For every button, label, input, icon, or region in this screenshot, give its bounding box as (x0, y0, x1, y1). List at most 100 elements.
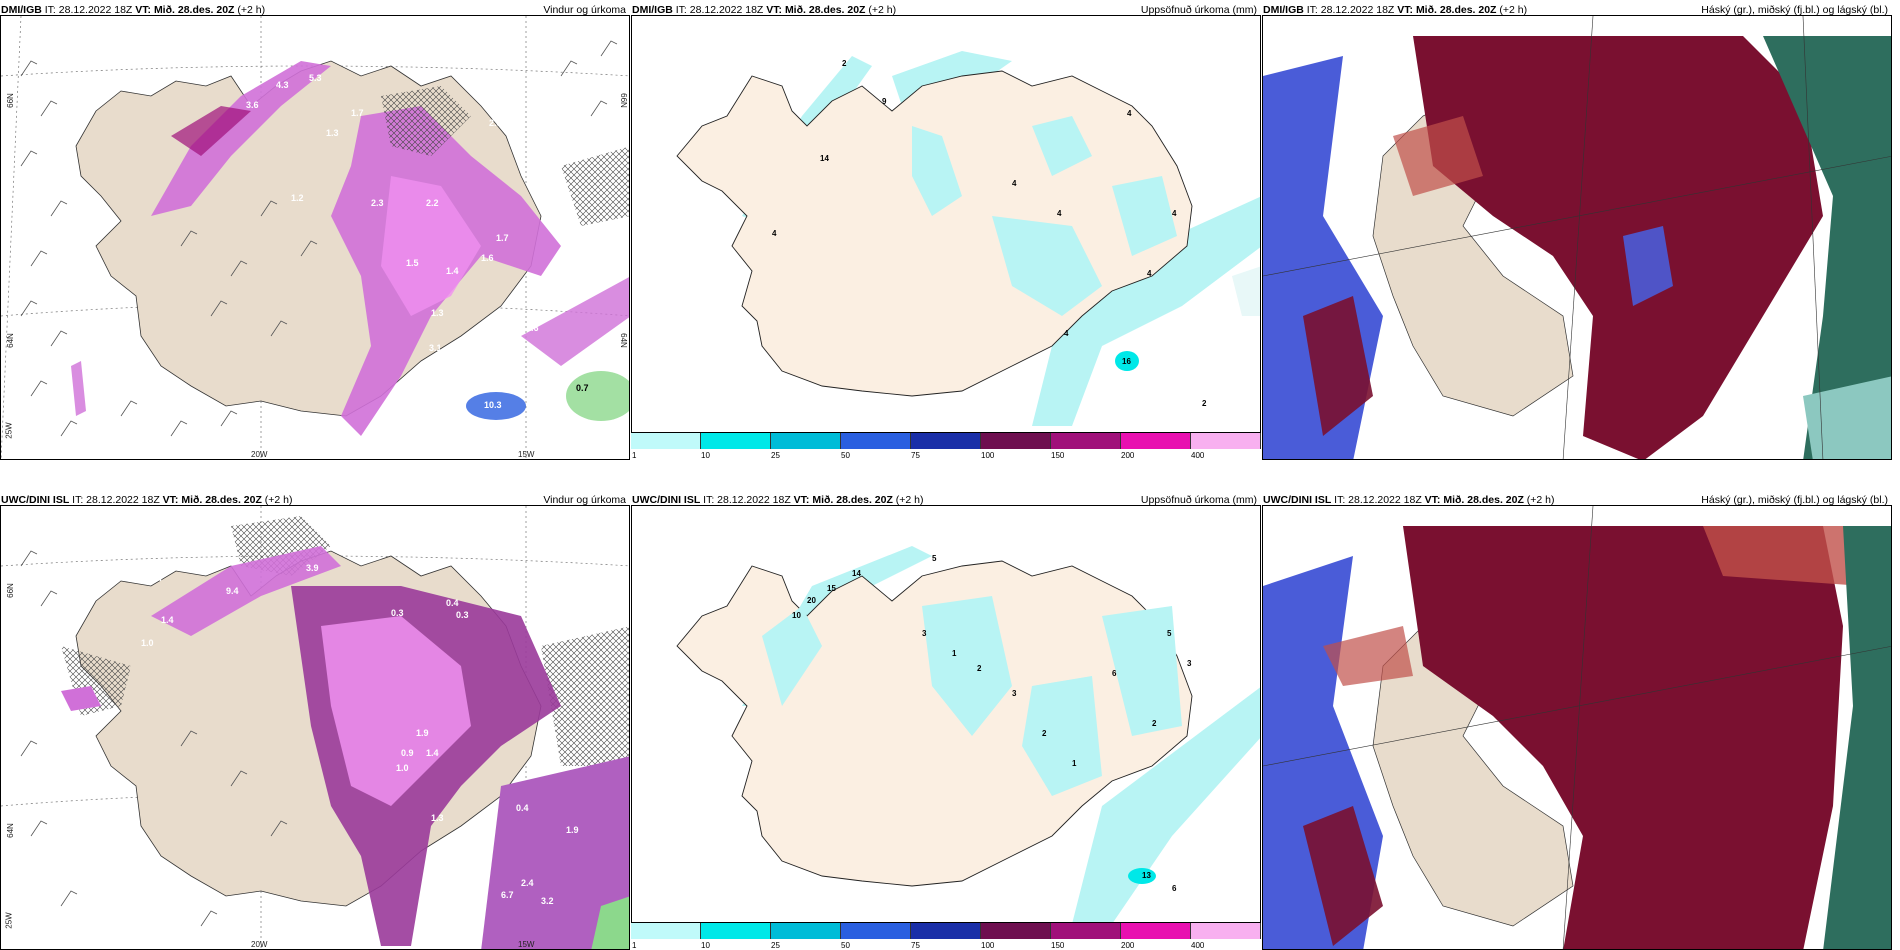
accum-labels: 5 14 15 20 10 3 1 2 3 2 1 6 13 6 2 5 3 (792, 554, 1192, 893)
vt-label: VT: (1424, 494, 1441, 506)
svg-text:4: 4 (1147, 269, 1152, 278)
colorbar-label: 200 (1121, 451, 1135, 460)
valid-time: Mið. 28.des. 20Z (812, 494, 893, 506)
panel-header: UWC/DINI ISL IT: 28.12.2022 18Z VT: Mið.… (0, 490, 630, 510)
svg-text:9: 9 (882, 97, 887, 106)
lat-label: 66N (5, 93, 15, 108)
svg-text:1.9: 1.9 (566, 825, 579, 835)
hatch-area (561, 146, 629, 226)
svg-text:1.3: 1.3 (326, 128, 339, 138)
map-wind-precip[interactable]: 4.3 5.3 3.6 1.3 2.5 2.6 1.7 2.3 1.2 2.2 … (0, 15, 630, 460)
svg-text:1.4: 1.4 (161, 615, 174, 625)
svg-text:2.5: 2.5 (489, 118, 502, 128)
colorbar-cell (1051, 923, 1121, 939)
model-label: DMI/IGB (1, 4, 42, 16)
svg-text:0.9: 0.9 (401, 748, 414, 758)
model-label: DMI/IGB (632, 4, 673, 16)
lon-label: 20W (251, 940, 268, 949)
wind-barbs (20, 40, 618, 437)
valid-time: Mið. 28.des. 20Z (1415, 4, 1497, 16)
product-title: Háský (gr.), miðský (fj.bl.) og lágský (… (1701, 4, 1888, 16)
vt-label: VT: (135, 4, 152, 16)
colorbar-cell (701, 433, 771, 449)
svg-text:0.3: 0.3 (391, 608, 404, 618)
product-title: Uppsöfnuð úrkoma (mm) (1140, 494, 1257, 506)
svg-text:2.7: 2.7 (151, 573, 164, 583)
panel-top-left: DMI/IGB IT: 28.12.2022 18Z VT: Mið. 28.d… (0, 0, 630, 460)
svg-text:0.3: 0.3 (456, 610, 469, 620)
svg-text:0.4: 0.4 (446, 598, 459, 608)
precip-max (1115, 351, 1139, 371)
svg-text:1.9: 1.9 (531, 358, 544, 368)
colorbar-label: 50 (841, 451, 850, 460)
map-accum-precip[interactable]: 5 14 15 20 10 3 1 2 3 2 1 6 13 6 2 5 3 (631, 505, 1261, 923)
init-time: IT: 28.12.2022 18Z (675, 4, 764, 16)
svg-text:4.3: 4.3 (276, 80, 289, 90)
colorbar-cell (701, 923, 771, 939)
svg-text:2: 2 (842, 59, 847, 68)
svg-text:9.4: 9.4 (226, 586, 239, 596)
cloud-field (1823, 526, 1891, 949)
map-clouds[interactable] (1262, 505, 1892, 950)
svg-text:6.7: 6.7 (501, 890, 514, 900)
init-time: IT: 28.12.2022 18Z (1306, 4, 1395, 16)
svg-text:1.2: 1.2 (291, 193, 304, 203)
precip-field (912, 116, 1177, 316)
model-label: UWC/DINI ISL (632, 494, 701, 506)
lat-label: 66N (618, 93, 628, 108)
model-label: UWC/DINI ISL (1263, 494, 1332, 506)
colorbar-label: 400 (1191, 941, 1205, 950)
init-time: IT: 28.12.2022 18Z (72, 494, 160, 506)
product-title: Vindur og úrkoma (543, 4, 626, 16)
map-accum-precip[interactable]: 2 9 4 4 14 4 4 4 4 4 16 2 (631, 15, 1261, 433)
lon-label: 15W (518, 450, 535, 459)
colorbar-cell (771, 923, 841, 939)
panel-header: UWC/DINI ISL IT: 28.12.2022 18Z VT: Mið.… (631, 490, 1261, 510)
colorbar-cell (1121, 433, 1191, 449)
svg-text:1.4: 1.4 (446, 266, 459, 276)
svg-text:3.2: 3.2 (541, 896, 554, 906)
svg-text:0.7: 0.7 (576, 383, 589, 393)
svg-text:0.4: 0.4 (516, 803, 529, 813)
vt-label: VT: (1397, 4, 1414, 16)
accum-labels: 2 9 4 4 14 4 4 4 4 4 16 2 (772, 59, 1207, 408)
colorbar-label: 50 (841, 941, 850, 950)
init-time: IT: 28.12.2022 18Z (703, 494, 791, 506)
map-clouds[interactable] (1262, 15, 1892, 460)
colorbar-label: 400 (1191, 451, 1205, 460)
colorbar-cell (911, 433, 981, 449)
svg-text:10: 10 (792, 611, 801, 620)
cloud-field (1303, 296, 1373, 436)
panel-bottom-middle: UWC/DINI ISL IT: 28.12.2022 18Z VT: Mið.… (631, 490, 1261, 950)
colorbar-cell (1121, 923, 1191, 939)
colorbar-label: 1 (632, 941, 637, 950)
svg-text:1.3: 1.3 (431, 813, 444, 823)
panel-header: DMI/IGB IT: 28.12.2022 18Z VT: Mið. 28.d… (1262, 0, 1892, 20)
panel-bottom-right: UWC/DINI ISL IT: 28.12.2022 18Z VT: Mið.… (1262, 490, 1892, 950)
precip-field (1232, 266, 1260, 316)
svg-text:6: 6 (1112, 669, 1117, 678)
svg-text:14: 14 (852, 569, 861, 578)
lon-label: 25W (4, 422, 14, 439)
colorbar-label: 150 (1051, 941, 1065, 950)
svg-text:1: 1 (1072, 759, 1077, 768)
svg-text:2: 2 (1042, 729, 1047, 738)
lead-time: (+2 h) (868, 4, 897, 16)
precip-field (61, 546, 629, 949)
precip-labels: 2.7 9.4 3.9 1.4 0.3 0.4 0.3 1.0 1.9 0.4 … (141, 563, 579, 933)
colorbar-label: 200 (1121, 941, 1135, 950)
colorbar-cell (911, 923, 981, 939)
map-canvas: 2 9 4 4 14 4 4 4 4 4 16 2 (676, 51, 1260, 426)
svg-text:14: 14 (820, 154, 829, 163)
lead-time: (+2 h) (237, 4, 266, 16)
colorbar-cell (1191, 923, 1261, 939)
colorbar-cell (981, 433, 1051, 449)
colorbar: 1 10 25 50 75 100 150 200 400 (631, 433, 1261, 460)
lon-label: 25W (4, 912, 14, 929)
colorbar-cell (1051, 433, 1121, 449)
colorbar-label: 25 (771, 941, 780, 950)
cloud-field (1393, 116, 1483, 196)
init-time: IT: 28.12.2022 18Z (44, 4, 133, 16)
svg-text:1.6: 1.6 (481, 253, 494, 263)
map-wind-precip[interactable]: 2.7 9.4 3.9 1.4 0.3 0.4 0.3 1.0 1.9 0.4 … (0, 505, 630, 950)
